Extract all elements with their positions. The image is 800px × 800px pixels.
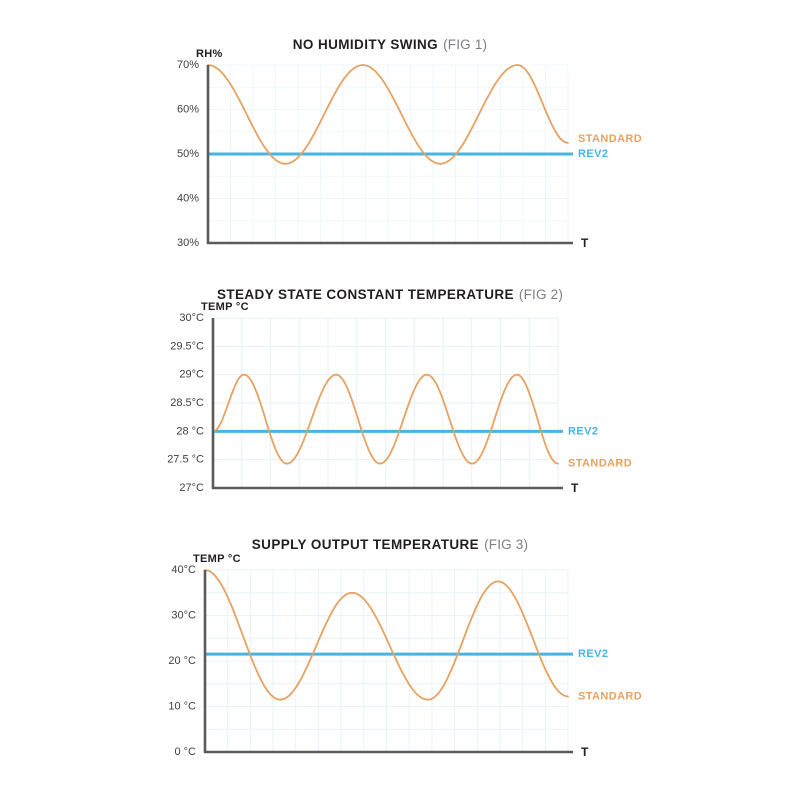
y-tick-label: 30°C <box>171 610 196 622</box>
fig3-plot: 40°C 30°C 20 °C 10 °C 0 °C TEMP °C T REV2 STANDA… <box>168 553 642 759</box>
legend-label-standard: STANDARD <box>578 690 642 702</box>
y-tick-label: 10 °C <box>168 701 196 713</box>
fig1-title-text: NO HUMIDITY SWING <box>292 37 439 52</box>
fig2-title-text: STEADY STATE CONSTANT TEMPERATURE <box>216 287 514 302</box>
legend-label-rev2: REV2 <box>568 425 598 437</box>
y-tick-label: 27.5 °C <box>167 454 204 466</box>
series-curve-standard <box>204 569 569 701</box>
y-tick-label: 50% <box>177 148 199 160</box>
x-axis-label: T <box>581 745 589 759</box>
y-tick-label: 30°C <box>179 312 204 324</box>
legend-label-rev2: REV2 <box>578 648 608 660</box>
y-tick-label: 60% <box>177 104 199 116</box>
y-axis-title: TEMP °C <box>193 553 241 565</box>
fig2-plot: 30°C 29.5°C 29°C 28.5°C 28 °C 27.5 °C 27°C TEMP… <box>167 301 632 495</box>
y-tick-label: 30% <box>177 237 199 249</box>
fig1-plot: 70% 60% 50% 40% 30% RH% T REV2 STANDARD <box>177 48 642 250</box>
y-tick-label: 28.5°C <box>170 397 204 409</box>
fig3-fig-label: (FIG 3) <box>484 537 529 552</box>
series-curve-standard <box>207 64 569 165</box>
legend-label-rev2: REV2 <box>578 148 608 160</box>
y-tick-label: 29.5°C <box>170 340 204 352</box>
y-axis-title: RH% <box>196 48 223 60</box>
fig2-fig-label: (FIG 2) <box>518 287 564 302</box>
y-axis-title: TEMP °C <box>201 301 249 313</box>
y-tick-label: 29°C <box>179 369 204 381</box>
legend-label-standard: STANDARD <box>568 458 632 470</box>
fig1-title: NO HUMIDITY SWING (FIG 1) <box>140 37 640 52</box>
fig3-title: SUPPLY OUTPUT TEMPERATURE (FIG 3) <box>140 537 640 552</box>
fig1-fig-label: (FIG 1) <box>443 37 488 52</box>
y-tick-label: 0 °C <box>174 746 196 758</box>
y-tick-label: 40% <box>177 193 199 205</box>
y-tick-label: 28 °C <box>176 425 204 437</box>
y-tick-label: 20 °C <box>168 655 196 667</box>
x-axis-label: T <box>571 481 579 495</box>
series-curve-standard <box>212 373 559 465</box>
legend-label-standard: STANDARD <box>578 133 642 145</box>
y-tick-label: 27°C <box>179 482 204 494</box>
x-axis-label: T <box>581 236 589 250</box>
fig3-title-text: SUPPLY OUTPUT TEMPERATURE <box>251 537 480 552</box>
y-tick-label: 40°C <box>171 564 196 576</box>
y-tick-label: 70% <box>177 59 199 71</box>
fig2-title: STEADY STATE CONSTANT TEMPERATURE (FIG 2) <box>140 287 640 302</box>
